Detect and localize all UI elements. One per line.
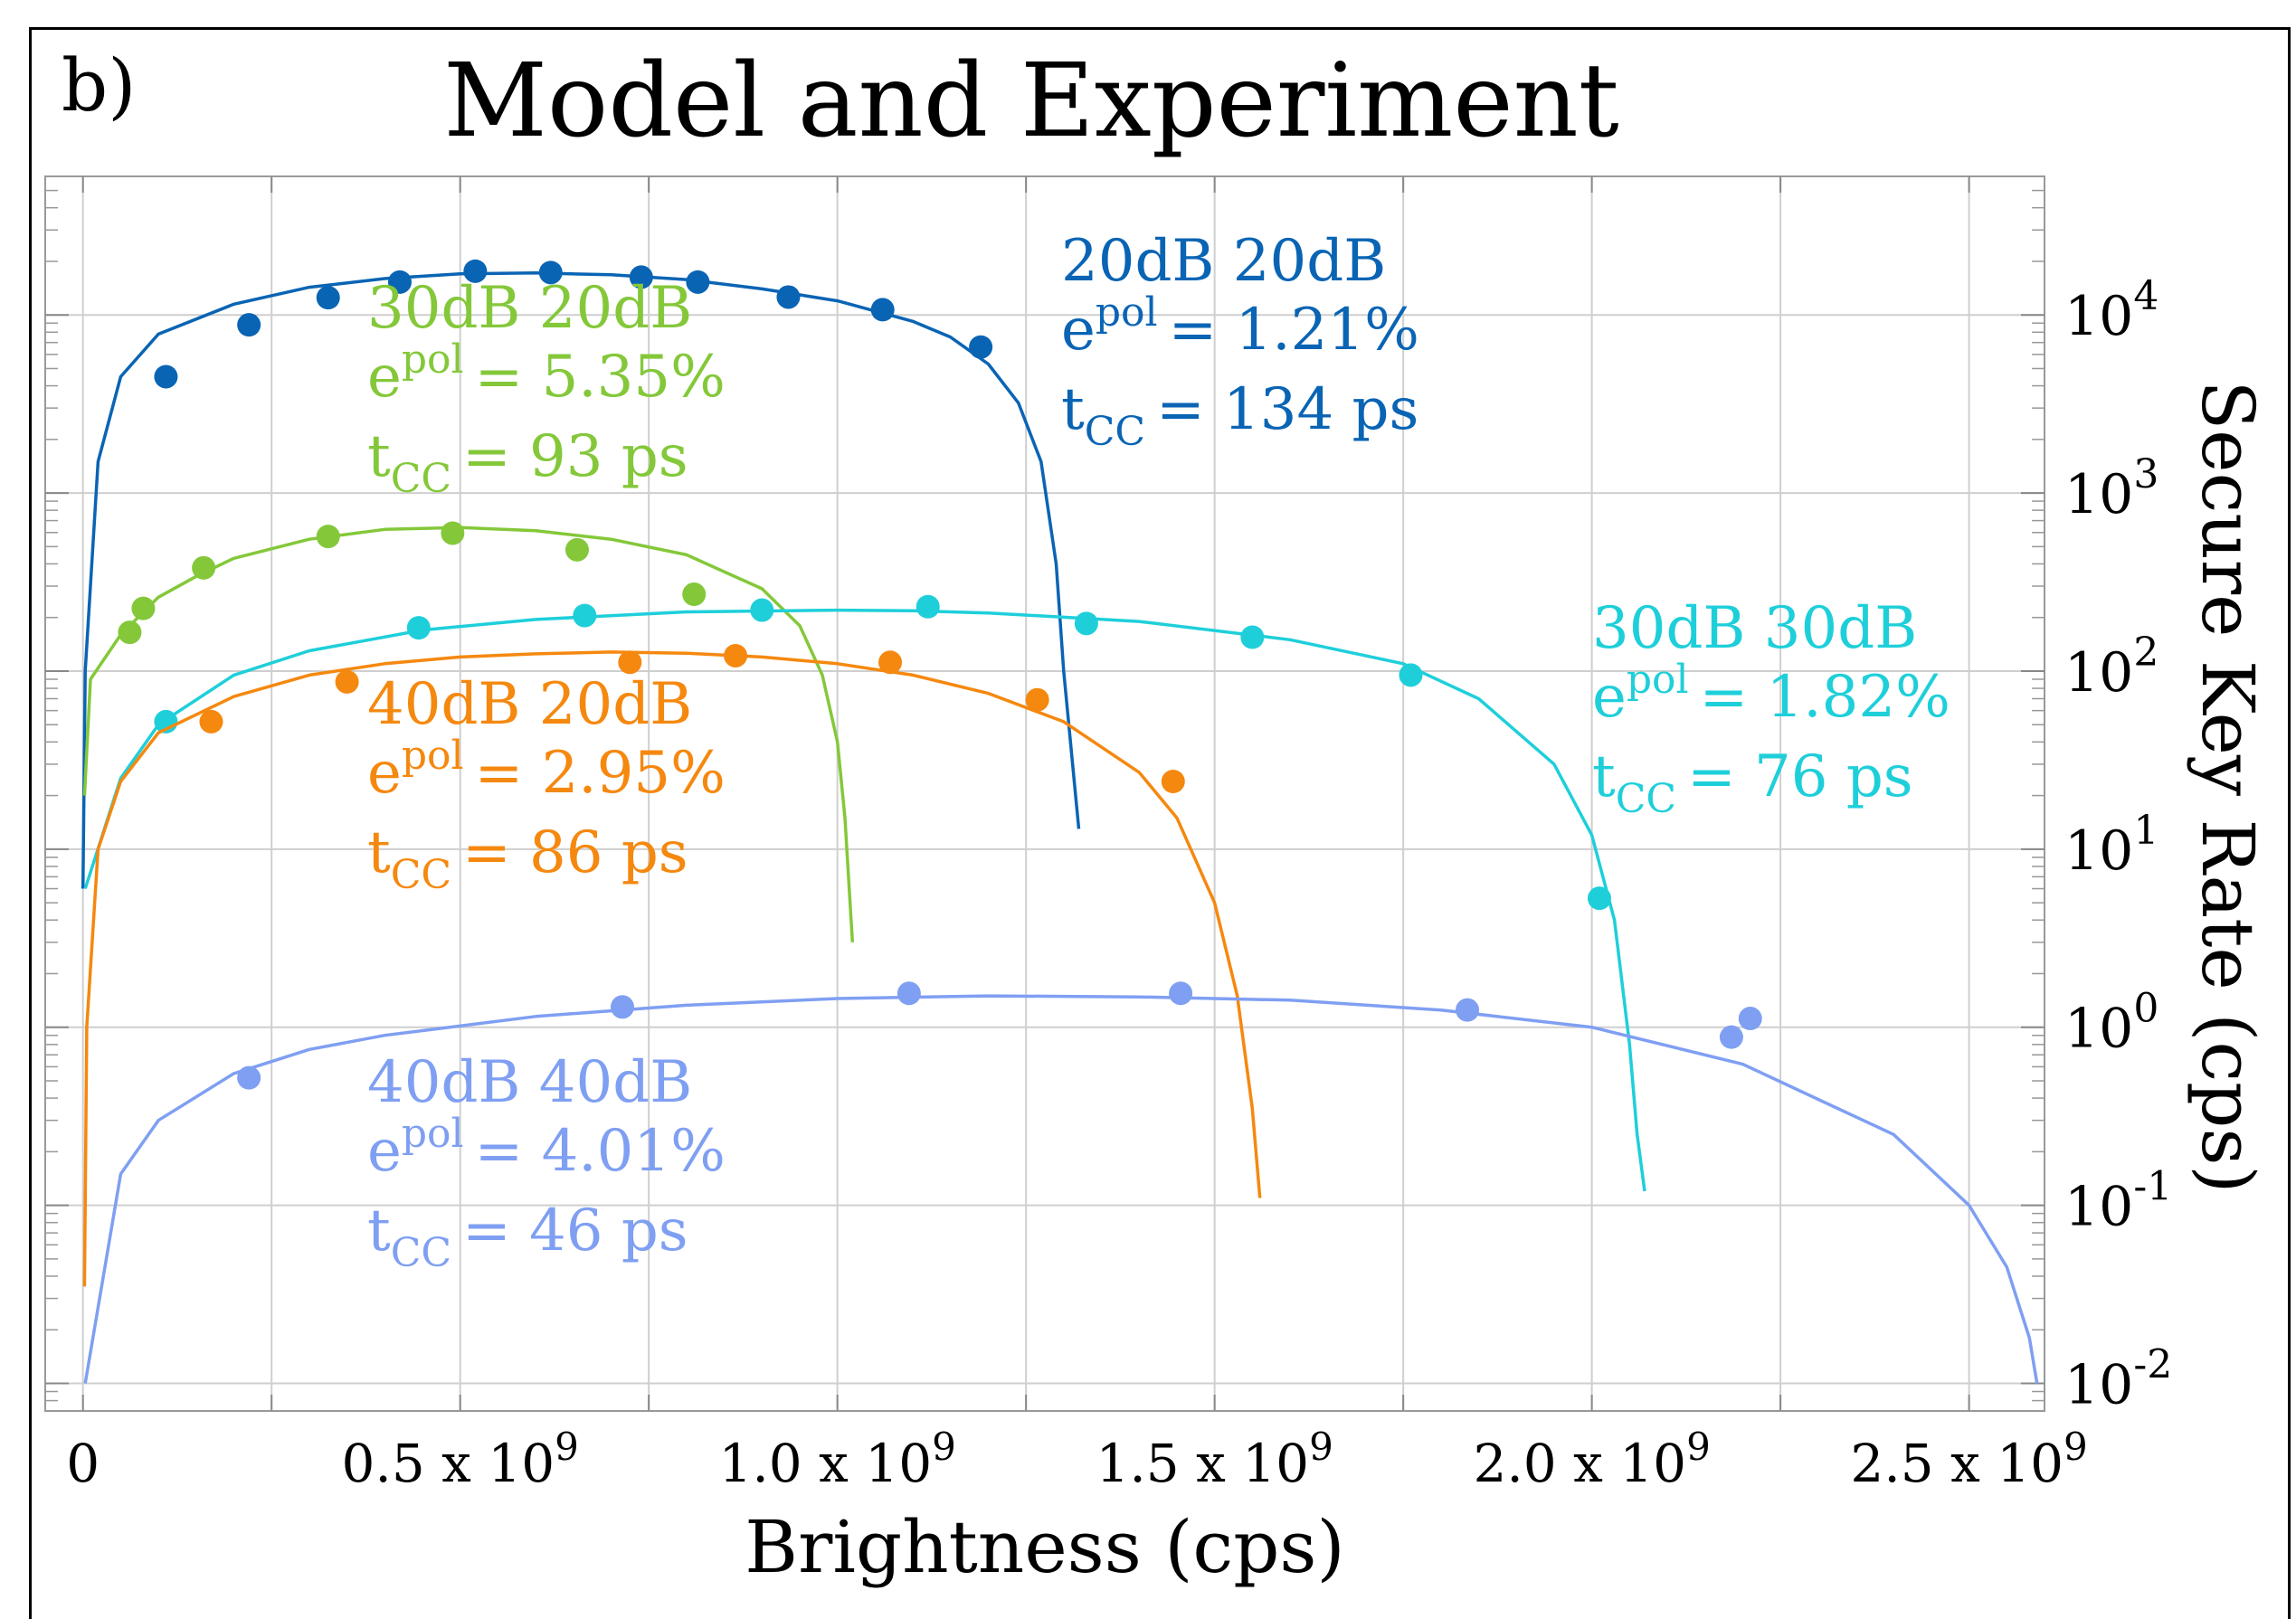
data-point xyxy=(897,981,921,1006)
plot-area xyxy=(44,175,2045,1412)
data-point xyxy=(878,650,903,675)
y-tick-label: 10-2 xyxy=(2064,1342,2172,1417)
series-1 xyxy=(82,521,855,942)
chart-title: Model and Experiment xyxy=(443,43,1619,160)
data-point xyxy=(1169,981,1193,1006)
x-axis-label: Brightness (cps) xyxy=(745,1505,1344,1589)
y-tick-label: 101 xyxy=(2064,808,2158,883)
data-point xyxy=(1738,1007,1762,1031)
y-tick-label: 100 xyxy=(2064,986,2158,1061)
annotation-epol: epol = 1.82% xyxy=(1592,657,1950,731)
annotation-epol: epol = 2.95% xyxy=(367,733,726,807)
data-point xyxy=(316,525,340,549)
x-tick-label: 2.5 x 109 xyxy=(1850,1425,2087,1494)
data-point xyxy=(441,521,465,545)
model-curve xyxy=(83,608,1646,1192)
data-point xyxy=(463,259,488,283)
x-tick-label: 0 xyxy=(66,1433,100,1494)
y-tick-label: 102 xyxy=(2064,630,2158,705)
data-point xyxy=(618,650,642,675)
y-tick-label: 10-1 xyxy=(2064,1164,2172,1239)
data-point xyxy=(199,709,223,734)
x-tick-label: 2.0 x 109 xyxy=(1473,1425,1710,1494)
y-tick-label: 103 xyxy=(2064,451,2158,526)
data-point xyxy=(724,643,748,667)
data-point xyxy=(1587,886,1611,911)
annotation-settings: 30dB 30dB xyxy=(1592,595,1917,662)
data-point xyxy=(237,1065,261,1090)
data-point xyxy=(1240,625,1265,649)
grid xyxy=(45,175,2045,1412)
data-point xyxy=(1161,769,1185,793)
x-axis: 0 0.5 x 109 1.0 x 109 1.5 x 109 2.0 x 109 2.5… xyxy=(66,1425,2088,1494)
annotation-settings: 30dB 20dB xyxy=(367,275,692,342)
annotation-tcc: tCC = 46 ps xyxy=(367,1198,688,1276)
annotation-settings: 20dB 20dB xyxy=(1061,228,1386,295)
panel-label: b) xyxy=(62,43,136,128)
annotation-tcc: tCC = 93 ps xyxy=(367,423,688,502)
data-point xyxy=(538,260,563,285)
data-point xyxy=(629,265,653,289)
x-tick-label: 0.5 x 109 xyxy=(341,1425,578,1494)
data-point xyxy=(565,537,589,562)
data-point xyxy=(870,298,895,322)
x-tick-label: 1.0 x 109 xyxy=(718,1425,955,1494)
annotation-tcc: tCC = 86 ps xyxy=(367,819,688,898)
data-point xyxy=(573,603,597,628)
data-point xyxy=(131,596,156,620)
annotation-settings: 40dB 40dB xyxy=(367,1049,692,1116)
data-point xyxy=(1719,1025,1743,1049)
data-point xyxy=(387,270,412,294)
annotation-tcc: tCC = 76 ps xyxy=(1592,743,1913,822)
data-point xyxy=(1456,998,1480,1022)
data-point xyxy=(335,669,359,694)
data-point xyxy=(1074,611,1098,636)
data-point xyxy=(1025,687,1049,712)
series-3 xyxy=(82,643,1262,1287)
annotation-tcc: tCC = 134 ps xyxy=(1061,376,1418,455)
data-point xyxy=(118,620,142,645)
x-tick-label: 1.5 x 109 xyxy=(1096,1425,1333,1494)
series-4 xyxy=(83,981,2039,1384)
data-point xyxy=(406,616,431,640)
data-point xyxy=(686,270,710,294)
figure-frame xyxy=(29,27,2291,1619)
data-point xyxy=(750,598,774,622)
y-tick-label: 104 xyxy=(2064,273,2158,348)
series-0 xyxy=(81,259,1081,889)
data-point xyxy=(610,995,634,1019)
data-point xyxy=(237,313,261,337)
data-point xyxy=(154,365,178,389)
data-point xyxy=(316,286,340,310)
model-curve xyxy=(82,650,1262,1287)
data-point xyxy=(682,582,707,607)
annotation-epol: epol = 1.21% xyxy=(1061,289,1419,364)
series-layer xyxy=(81,259,2039,1384)
y-axis-label: Secure Key Rate (cps) xyxy=(2186,380,2270,1193)
data-point xyxy=(969,335,993,359)
annotation-settings: 40dB 20dB xyxy=(367,671,692,738)
data-point xyxy=(916,594,940,619)
series-2 xyxy=(83,594,1646,1192)
annotation-epol: epol = 5.35% xyxy=(367,336,726,411)
y-axis: 10-2 10-1 100 101 102 103 104 xyxy=(2064,273,2172,1416)
data-point xyxy=(192,555,216,580)
data-point xyxy=(1399,663,1423,687)
data-point xyxy=(776,285,801,309)
annotation-epol: epol = 4.01% xyxy=(367,1111,726,1185)
